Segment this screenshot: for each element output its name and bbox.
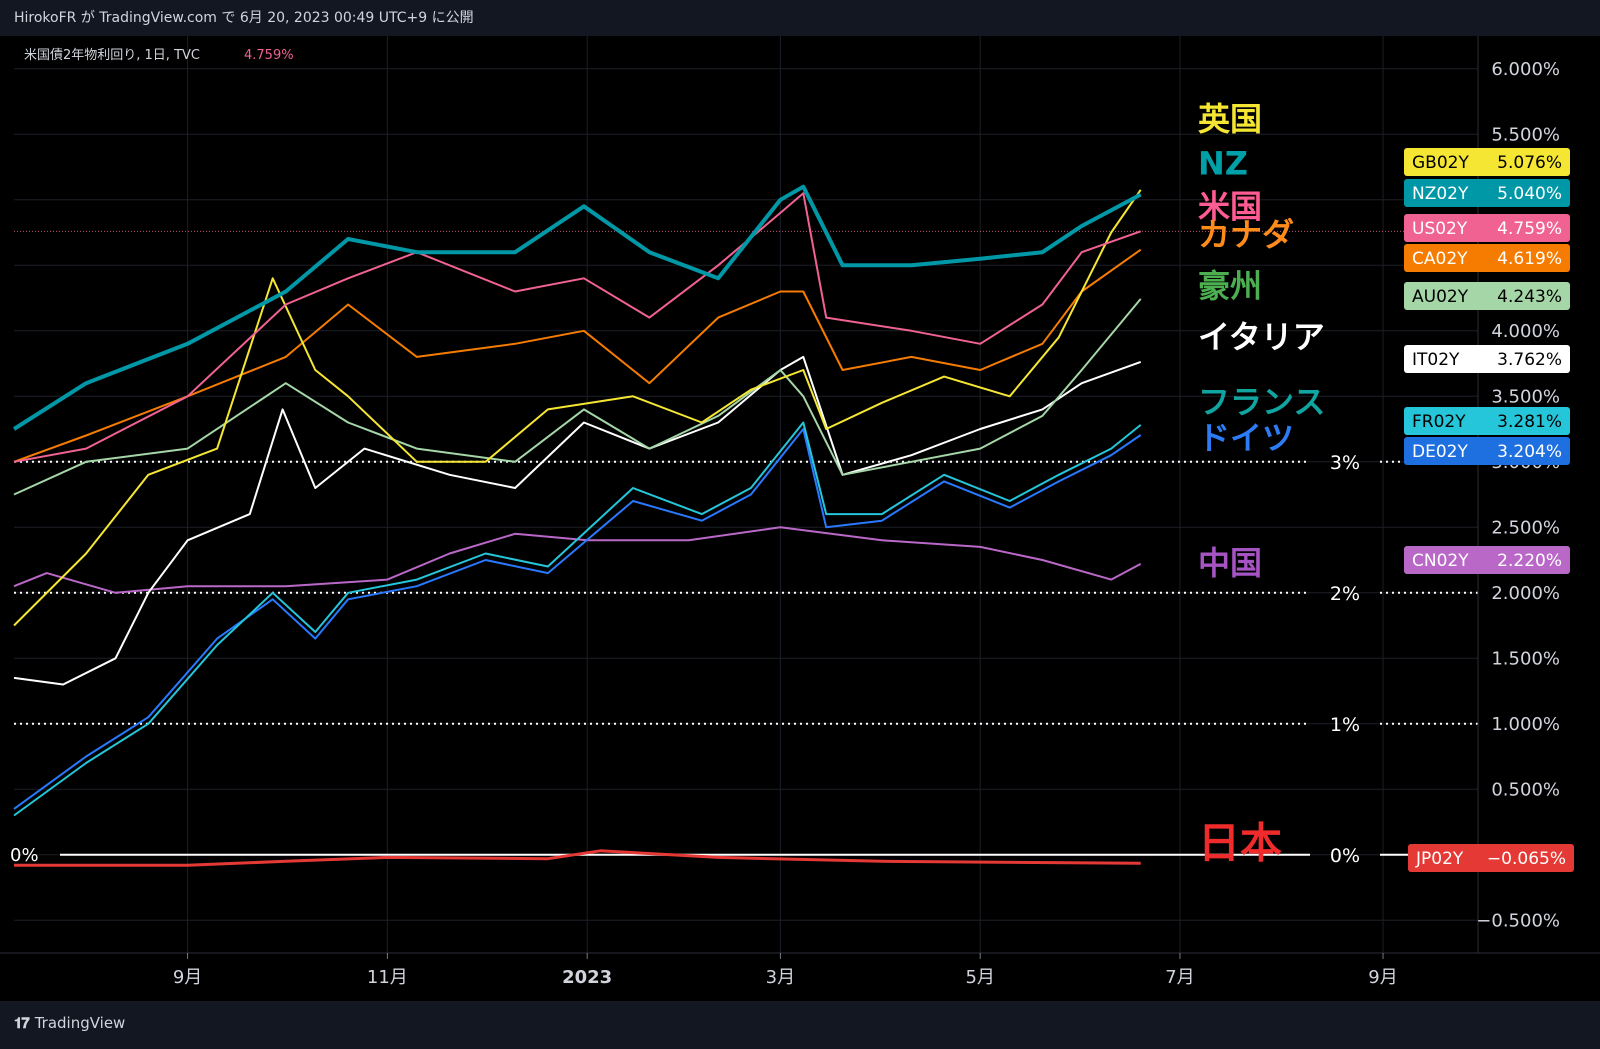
- x-tick-label: 7月: [1165, 967, 1194, 988]
- series-name-au02y: 豪州: [1198, 267, 1262, 305]
- reference-line-label: 2%: [1330, 583, 1360, 605]
- chart-legend-symbol: 米国債2年物利回り, 1日, TVC: [24, 48, 200, 63]
- price-badge-value: −0.065%: [1487, 849, 1566, 869]
- series-name-nz02y: NZ: [1198, 145, 1248, 183]
- price-badge-value: 2.220%: [1497, 551, 1562, 571]
- price-badge-value: 3.762%: [1497, 350, 1562, 370]
- publisher-bar: HirokoFR が TradingView.com で 6月 20, 2023…: [0, 0, 1600, 36]
- price-badge-it02y: [1404, 345, 1570, 373]
- series-line-gb02y: [13, 189, 1142, 627]
- price-badge-symbol: DE02Y: [1412, 442, 1468, 462]
- price-badge-value: 5.076%: [1497, 153, 1562, 173]
- series-line-it02y: [13, 355, 1142, 686]
- price-badge-symbol: NZ02Y: [1412, 184, 1469, 204]
- price-badge-de02y: [1404, 437, 1570, 465]
- price-badge-ca02y: [1404, 244, 1570, 272]
- price-badge-value: 5.040%: [1497, 184, 1562, 204]
- series-line-us02y: [13, 192, 1142, 463]
- reference-line-label: 1%: [1330, 714, 1360, 736]
- series-name-fr02y: フランス: [1198, 383, 1325, 421]
- price-badge-fr02y: [1404, 407, 1570, 435]
- tradingview-logo[interactable]: 𝟏𝟕 TradingView: [14, 1014, 126, 1032]
- series-name-gb02y: 英国: [1198, 100, 1262, 138]
- x-tick-label: 5月: [965, 967, 994, 988]
- price-badge-symbol: AU02Y: [1412, 287, 1469, 307]
- series-line-fr02y: [13, 421, 1142, 817]
- price-badge-symbol: FR02Y: [1412, 412, 1466, 432]
- y-tick-label: 0.500%: [1491, 779, 1560, 800]
- x-tick-label: 11月: [367, 967, 408, 988]
- price-badge-symbol: IT02Y: [1412, 350, 1460, 370]
- x-tick-label: 9月: [1368, 967, 1397, 988]
- price-badge-symbol: US02Y: [1412, 219, 1468, 239]
- publisher-info: HirokoFR が TradingView.com で 6月 20, 2023…: [14, 10, 474, 26]
- series-name-ca02y: カナダ: [1198, 216, 1294, 254]
- price-badge-cn02y: [1404, 546, 1570, 574]
- chart-legend-value: 4.759%: [244, 48, 294, 63]
- series-line-jp02y: [14, 849, 1141, 867]
- y-tick-label: 3.500%: [1491, 386, 1560, 407]
- price-badge-value: 3.281%: [1497, 412, 1562, 432]
- price-badge-us02y: [1404, 214, 1570, 242]
- price-badge-gb02y: [1404, 148, 1570, 176]
- price-badge-value: 3.204%: [1497, 442, 1562, 462]
- series-lines: [12, 184, 1142, 867]
- left-zero-label: 0%: [10, 845, 39, 866]
- price-badge-jp02y: [1408, 844, 1574, 872]
- series-line-nz02y: [12, 184, 1142, 431]
- price-badge-symbol: CA02Y: [1412, 249, 1468, 269]
- y-tick-label: 1.000%: [1491, 714, 1560, 735]
- price-badge-symbol: JP02Y: [1415, 849, 1464, 869]
- y-tick-label: −0.500%: [1476, 910, 1560, 931]
- price-badge-au02y: [1404, 282, 1570, 310]
- series-name-us02y: 米国: [1198, 187, 1262, 225]
- price-badge-value: 4.243%: [1497, 287, 1562, 307]
- reference-line-label: 3%: [1330, 452, 1360, 474]
- series-name-jp02y: 日本: [1198, 818, 1282, 867]
- time-axis[interactable]: 9月 11月 2023 3月 5月 7月 9月: [173, 953, 1398, 988]
- y-tick-label: 1.500%: [1491, 648, 1560, 669]
- price-badge-symbol: GB02Y: [1412, 153, 1469, 173]
- y-tick-label: 6.000%: [1491, 59, 1560, 80]
- x-tick-label: 3月: [766, 967, 795, 988]
- footer: 𝟏𝟕 TradingView: [0, 1001, 1600, 1049]
- series-line-de02y: [13, 428, 1142, 810]
- y-tick-label: 2.500%: [1491, 517, 1560, 538]
- series-line-au02y: [13, 298, 1142, 496]
- x-tick-label: 2023: [562, 967, 612, 988]
- price-badge-symbol: CN02Y: [1412, 551, 1469, 571]
- y-tick-label: 5.500%: [1491, 124, 1560, 145]
- gridlines: [14, 36, 1478, 953]
- series-name-cn02y: 中国: [1198, 544, 1262, 582]
- series-name-de02y: ドイツ: [1198, 419, 1294, 457]
- series-line-ca02y: [13, 248, 1142, 463]
- reference-line-label: 0%: [1330, 845, 1360, 867]
- price-badges: GB02Y 5.076% NZ02Y 5.040% US02Y 4.759% CA02Y 4.…: [1404, 148, 1574, 872]
- price-badge-value: 4.619%: [1497, 249, 1562, 269]
- chart[interactable]: 3%2%1%0%0% −0.500%0.000%0.500%1.000%1.50…: [0, 36, 1600, 1001]
- brand-name: TradingView: [34, 1014, 126, 1032]
- price-badge-nz02y: [1404, 179, 1570, 207]
- series-name-it02y: イタリア: [1198, 318, 1325, 356]
- price-badge-value: 4.759%: [1497, 219, 1562, 239]
- x-tick-label: 9月: [173, 967, 202, 988]
- y-tick-label: 4.000%: [1491, 321, 1560, 342]
- y-tick-label: 2.000%: [1491, 583, 1560, 604]
